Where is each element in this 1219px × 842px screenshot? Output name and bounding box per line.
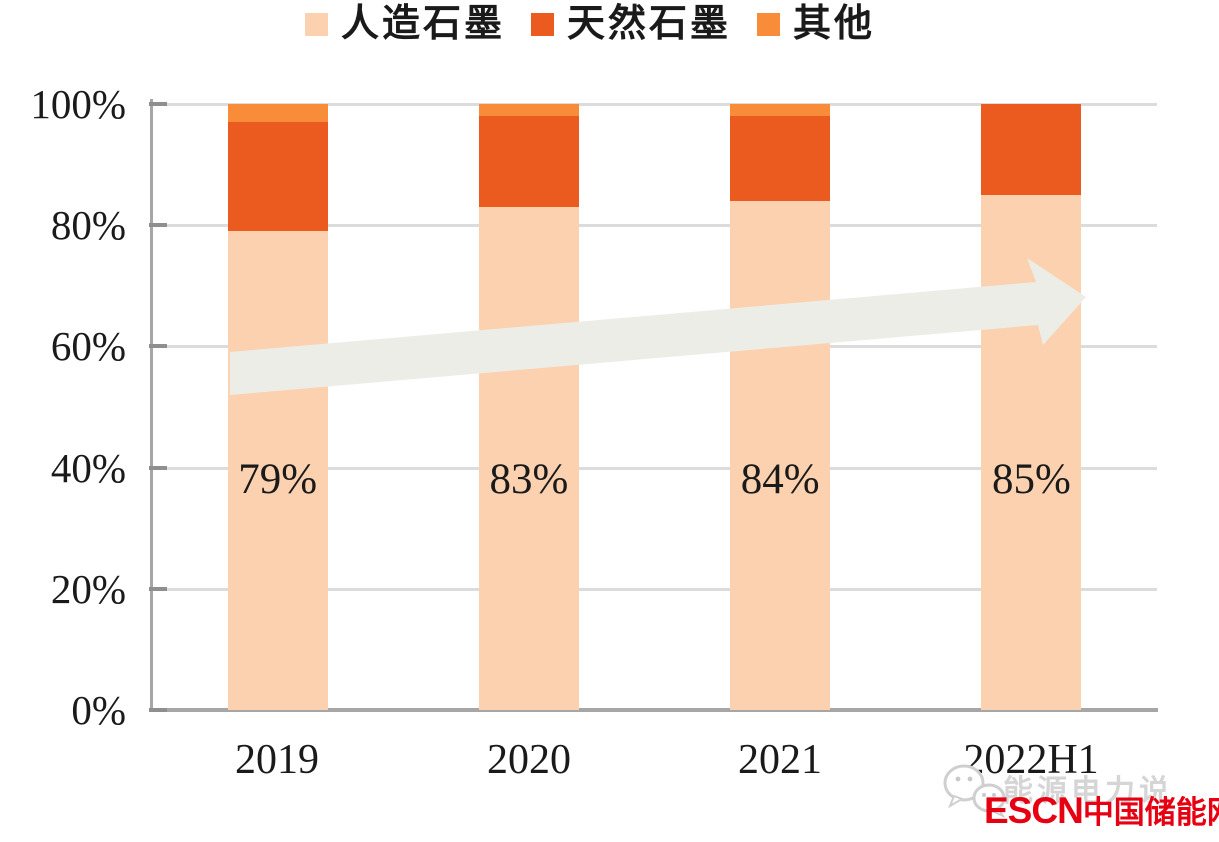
escn-logo: ESCN 中国储能网: [984, 792, 1219, 829]
tick-60: [149, 344, 167, 349]
legend-swatch-other: [757, 13, 780, 37]
legend-label: 人造石墨: [340, 3, 505, 45]
tick-0: [149, 708, 167, 712]
legend-swatch-artificial-graphite: [304, 13, 328, 37]
segment-natural-graphite: [227, 122, 328, 232]
xtick-2021: 2021: [738, 737, 822, 783]
tick-40: [149, 465, 167, 470]
tick-100: [149, 102, 167, 106]
x-axis-line: [150, 708, 1158, 712]
bar-2020: 83%: [478, 104, 579, 710]
legend-item-artificial-graphite: 人造石墨: [304, 3, 505, 46]
gridline-20: [152, 587, 1157, 591]
y-axis-line: [150, 99, 153, 712]
legend-item-natural-graphite: 天然石墨: [530, 3, 731, 46]
xtick-2019: 2019: [235, 737, 319, 783]
bar-value-label: 83%: [489, 455, 569, 503]
escn-logo-latin: ESCN: [984, 790, 1084, 831]
segment-natural-graphite: [981, 104, 1082, 195]
bar-value-label: 85%: [991, 455, 1071, 503]
bar-2022h1: 85%: [981, 104, 1082, 710]
tick-80: [149, 223, 167, 228]
watermark-wechat-text: 能源电力说: [1003, 775, 1173, 808]
escn-logo-chinese: 中国储能网: [1082, 795, 1219, 830]
bar-value-label: 84%: [740, 455, 820, 503]
plot-area: 79% 83% 84% 85%: [149, 102, 1157, 712]
xtick-2022h1: 2022H1: [963, 737, 1099, 783]
ytick-40: 40%: [50, 445, 126, 491]
gridline-40: [152, 466, 1157, 470]
legend-swatch-natural-graphite: [530, 13, 554, 37]
ytick-20: 20%: [50, 566, 126, 612]
bar-2021: 84%: [730, 104, 831, 710]
segment-other: [478, 104, 579, 117]
legend-label: 天然石墨: [566, 3, 731, 45]
segment-natural-graphite: [730, 116, 831, 201]
xtick-2020: 2020: [487, 737, 571, 783]
gridline-100: [152, 103, 1157, 106]
chart-legend: 人造石墨 天然石墨 其他: [0, 3, 1180, 46]
legend-label: 其他: [793, 3, 876, 45]
segment-artificial-graphite: [981, 194, 1082, 710]
wechat-icon: [943, 764, 1006, 819]
ytick-60: 60%: [50, 323, 126, 369]
legend-item-other: 其他: [757, 3, 876, 46]
ytick-0: 0%: [71, 687, 126, 733]
segment-natural-graphite: [478, 116, 579, 208]
bar-value-label: 79%: [238, 455, 318, 503]
gridline-80: [152, 224, 1157, 228]
segment-other: [730, 104, 831, 117]
segment-other: [227, 104, 328, 123]
bar-2019: 79%: [227, 104, 328, 710]
ytick-100: 100%: [30, 81, 126, 127]
tick-20: [149, 586, 167, 591]
ytick-80: 80%: [50, 202, 126, 248]
